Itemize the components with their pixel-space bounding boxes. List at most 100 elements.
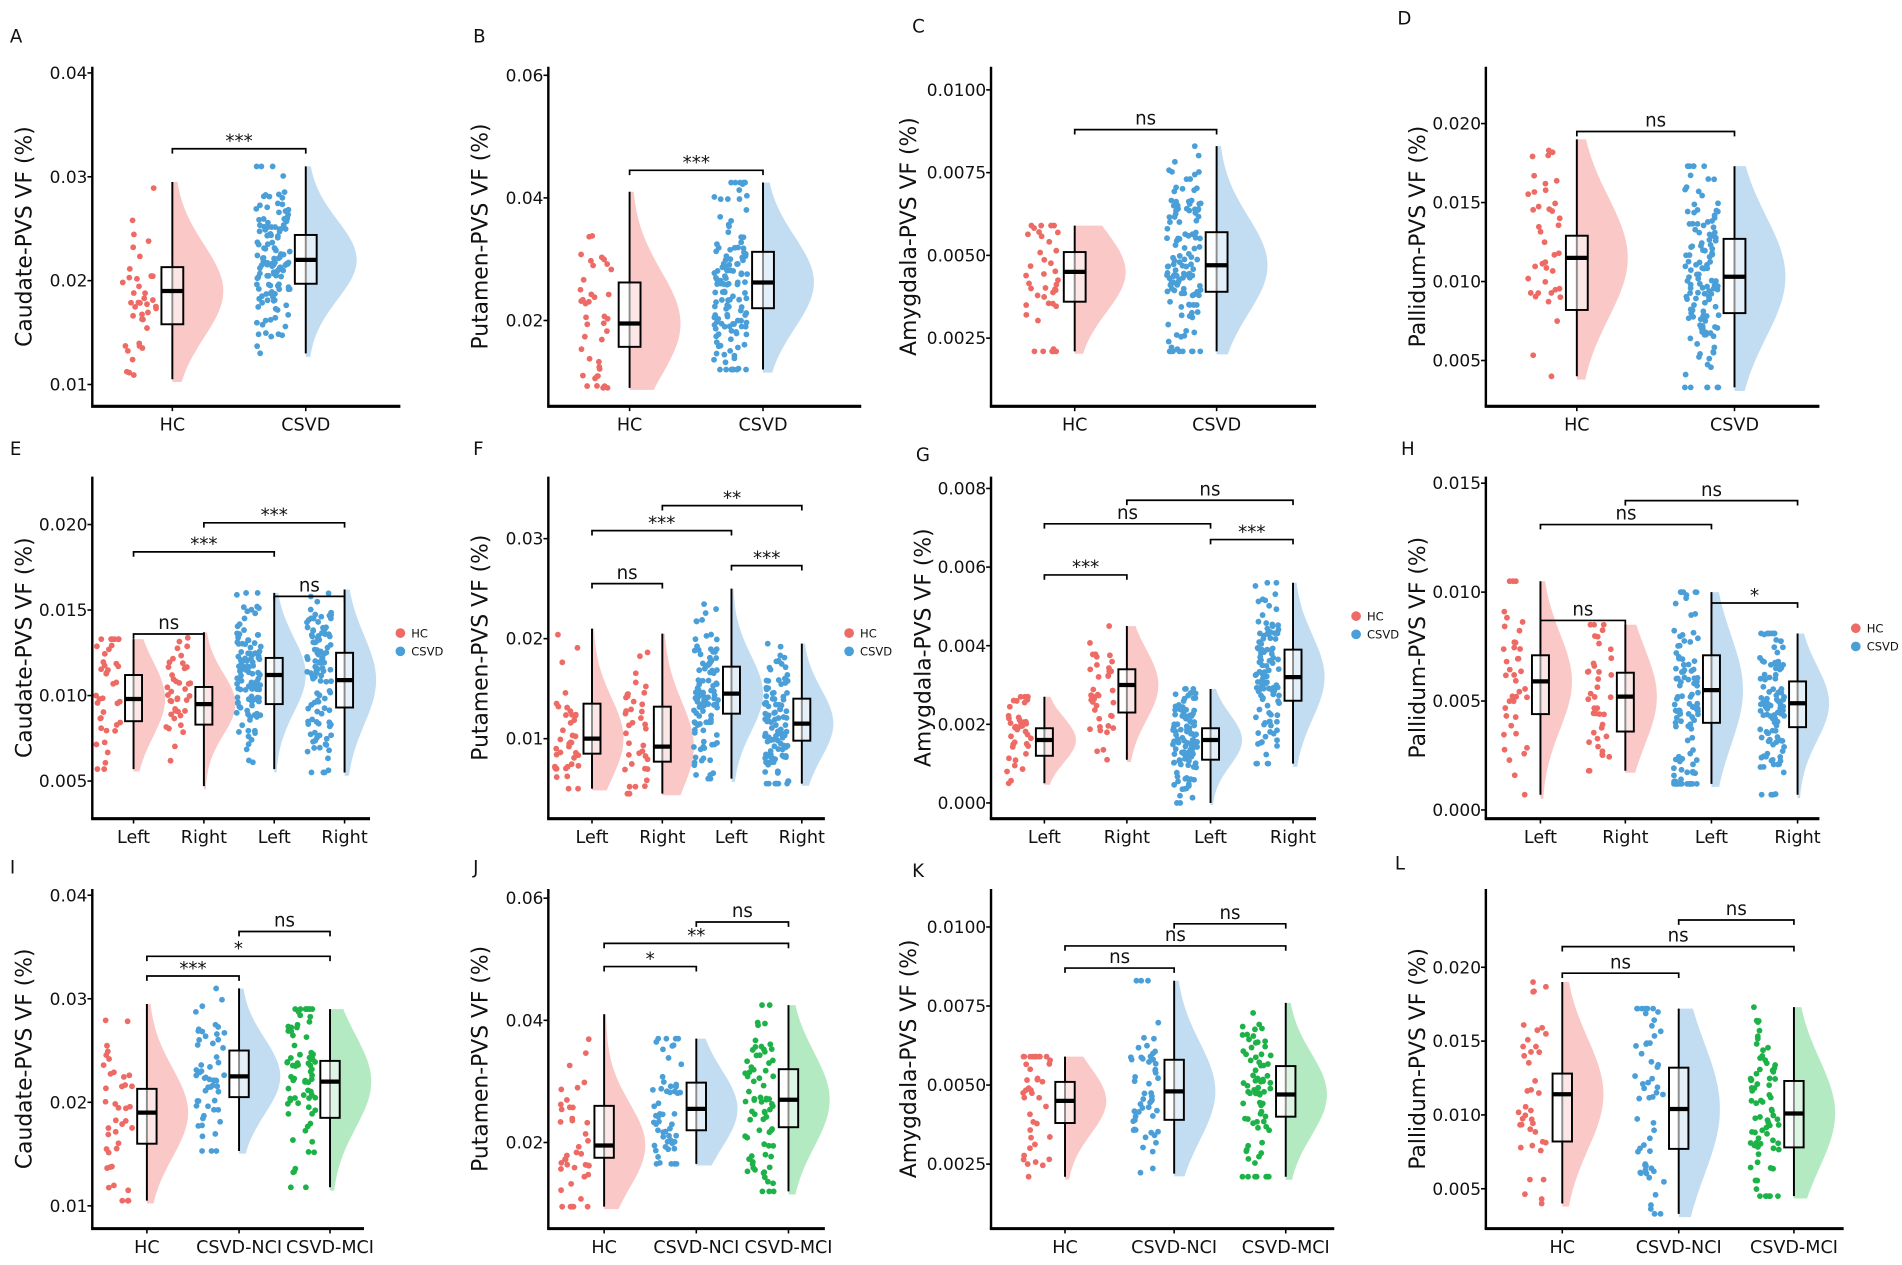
data-point (1170, 727, 1176, 733)
data-point (184, 634, 191, 641)
data-point (1770, 741, 1776, 748)
data-point (130, 290, 137, 296)
data-point (1031, 348, 1038, 355)
data-point (575, 785, 581, 792)
data-point (182, 686, 188, 692)
data-point (1694, 635, 1701, 642)
data-point (1149, 1113, 1156, 1119)
data-point (1038, 233, 1045, 240)
data-point (1176, 253, 1183, 259)
data-point (1171, 751, 1178, 757)
data-point (285, 211, 292, 218)
data-point (1527, 1107, 1534, 1114)
data-point (1194, 738, 1200, 745)
data-point (705, 719, 712, 726)
y-axis-label: Putamen-PVS VF (%) (469, 123, 494, 349)
data-point (1188, 749, 1195, 755)
data-point (318, 672, 325, 679)
data-point (184, 643, 191, 650)
data-point (1772, 1076, 1779, 1082)
data-point (315, 698, 322, 705)
panel-letter: A (10, 26, 23, 47)
data-point (1105, 722, 1112, 729)
density-HC (203, 632, 236, 790)
data-point (1689, 714, 1696, 720)
data-point (1768, 1106, 1775, 1113)
data-point (558, 1166, 564, 1172)
data-point (761, 700, 768, 707)
data-point (699, 616, 706, 623)
data-point (1264, 579, 1271, 586)
data-point (734, 281, 741, 288)
data-point (744, 1058, 751, 1065)
data-point (297, 1012, 304, 1019)
data-point (309, 1138, 316, 1145)
data-point (292, 1095, 298, 1101)
data-point (1023, 272, 1029, 279)
data-point (213, 1077, 220, 1084)
data-point (1671, 701, 1678, 708)
data-point (1183, 785, 1190, 792)
box (652, 705, 672, 763)
data-point (1699, 284, 1706, 291)
data-point (1131, 1078, 1138, 1085)
data-point (1759, 1099, 1766, 1105)
data-point (1239, 1023, 1246, 1030)
data-point (1185, 781, 1192, 788)
data-point (655, 1035, 662, 1042)
panel-L: LHC CSVD-NCI CSVD-MCI0.0050.0100.0150.020P… (1395, 854, 1844, 1258)
data-point (212, 1130, 219, 1137)
x-tick-label: HC (617, 416, 643, 436)
data-point (247, 644, 254, 651)
data-point (1657, 1028, 1664, 1035)
data-point (1262, 719, 1269, 726)
data-point (99, 695, 106, 702)
data-point (738, 234, 745, 241)
data-point (1174, 721, 1181, 728)
data-point (258, 163, 265, 170)
data-point (733, 329, 739, 335)
data-point (1715, 200, 1721, 207)
data-point (1252, 1077, 1259, 1084)
data-point (563, 1097, 570, 1103)
significance-bracket (1710, 602, 1799, 608)
data-point (764, 640, 771, 647)
data-point (1275, 656, 1282, 663)
data-point (623, 708, 629, 715)
data-point (696, 667, 703, 674)
data-point (100, 1062, 107, 1069)
x-tick-label: HC (1550, 1238, 1576, 1258)
data-point (563, 712, 569, 719)
data-point (770, 1142, 777, 1149)
data-point (768, 1101, 775, 1107)
data-point (1696, 229, 1703, 236)
data-point (566, 1062, 573, 1069)
data-point (325, 755, 331, 762)
data-point (1252, 714, 1259, 721)
data-point (1252, 1173, 1258, 1180)
density-CSVD-NCI (1678, 1008, 1720, 1218)
data-point (311, 729, 318, 736)
data-point (1766, 674, 1773, 681)
data-point (1711, 215, 1718, 221)
data-point (205, 1103, 211, 1110)
data-point (1685, 315, 1692, 322)
data-point (282, 323, 289, 330)
data-point (1264, 1072, 1271, 1079)
x-tick-label: Left (575, 828, 608, 848)
data-point (1257, 1110, 1264, 1117)
data-point (1775, 1146, 1782, 1153)
data-point (238, 648, 245, 655)
significance-label: ns (158, 613, 179, 634)
data-point (1530, 206, 1537, 213)
data-point (1600, 621, 1607, 628)
data-point (1269, 660, 1276, 666)
data-point (591, 294, 598, 301)
data-point (166, 659, 173, 666)
data-point (312, 737, 319, 744)
data-point (1276, 692, 1282, 699)
data-point (744, 271, 751, 278)
data-point (724, 196, 731, 202)
data-point (702, 610, 709, 617)
data-point (1553, 177, 1560, 184)
